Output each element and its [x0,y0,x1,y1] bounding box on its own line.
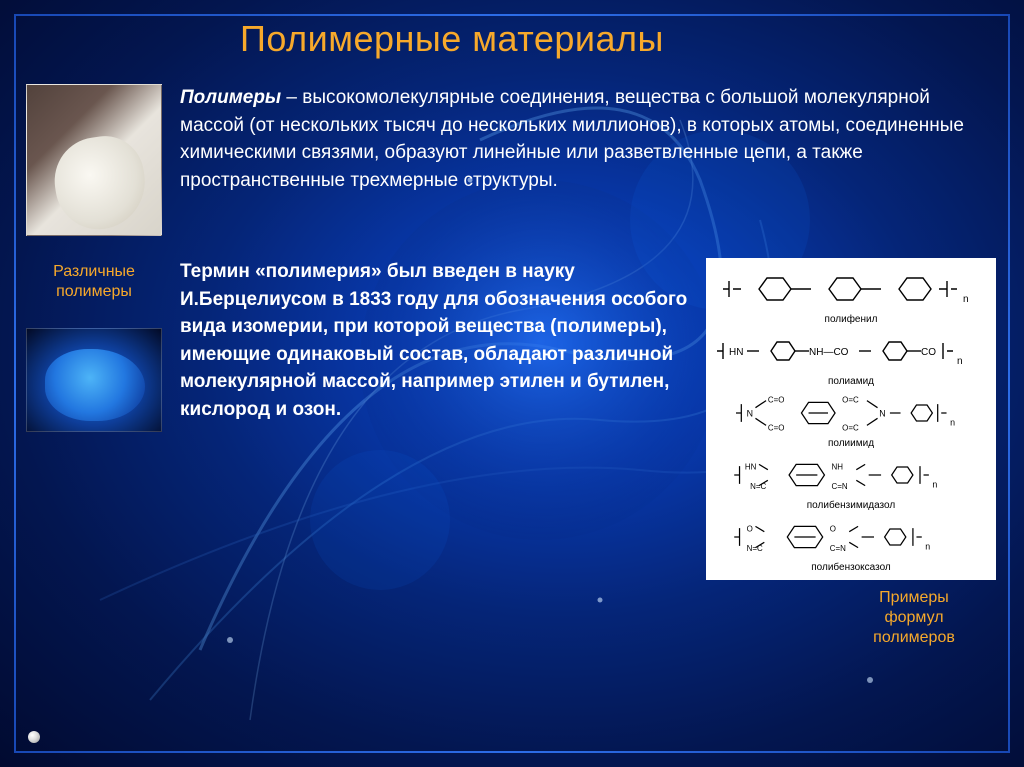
svg-text:n: n [957,356,963,367]
svg-text:HN: HN [729,347,743,358]
svg-text:N=C: N=C [750,482,766,491]
svg-text:O: O [747,524,753,533]
term-polymers: Полимеры [180,87,281,108]
svg-text:O: O [830,524,836,533]
formula-row: n полифенил [710,266,992,325]
svg-text:n: n [925,541,930,551]
svg-text:n: n [950,417,955,427]
structure-polybenzimidazole: HN N=C NH C=N n [710,452,992,498]
svg-text:O=C: O=C [842,423,859,432]
svg-text:N: N [879,408,885,418]
history-post: » был введен в науку И.Берцелиусом в 183… [180,261,687,420]
svg-text:C=N: C=N [830,544,846,553]
svg-text:N=C: N=C [747,544,763,553]
structure-polyphenyl: n [710,266,992,312]
formula-label: полибензоксазол [811,562,891,573]
slide-bullet-icon [28,731,40,743]
svg-text:n: n [963,294,969,305]
svg-text:NH—CO: NH—CO [809,347,849,358]
formula-label: полифенил [825,314,878,325]
svg-text:n: n [932,479,937,489]
structure-polyamide: HN NH—CO CO n [710,328,992,374]
svg-text:C=N: C=N [832,482,848,491]
definition-text: – высокомолекулярные соединения, веществ… [180,87,964,191]
formula-row: HN N=C NH C=N n полибензимидазол [710,452,992,511]
definition-paragraph: Полимеры – высокомолекулярные соединения… [180,84,998,194]
image-polymer-pellets [26,84,162,236]
svg-text:N: N [747,408,753,418]
structure-polybenzoxazole: O N=C O C=N n [710,514,992,560]
svg-text:NH: NH [832,462,844,471]
formula-panel: n полифенил HN NH—CO CO n полиамид [706,258,996,580]
image-polymer-blue [26,328,162,432]
formula-label: полиимид [828,438,874,449]
svg-text:C=O: C=O [768,423,785,432]
history-pre: Термин « [180,261,266,282]
slide-title: Полимерные материалы [240,18,664,60]
svg-text:CO: CO [921,347,936,358]
formula-label: полибензимидазол [807,500,895,511]
formula-label: полиамид [828,376,874,387]
term-polymeria: полимерия [266,261,371,282]
formula-row: HN NH—CO CO n полиамид [710,328,992,387]
formula-row: O N=C O C=N n полибензоксазол [710,514,992,573]
structure-polyimide: N C=O C=O O=C O=C N n [710,390,992,436]
formula-row: N C=O C=O O=C O=C N n полиимид [710,390,992,449]
svg-text:C=O: C=O [768,395,785,404]
svg-text:HN: HN [745,462,757,471]
svg-text:O=C: O=C [842,395,859,404]
history-paragraph: Термин «полимерия» был введен в науку И.… [180,258,690,423]
caption-various-polymers: Различные полимеры [26,262,162,302]
caption-formula-examples: Примеры формул полимеров [844,588,984,648]
